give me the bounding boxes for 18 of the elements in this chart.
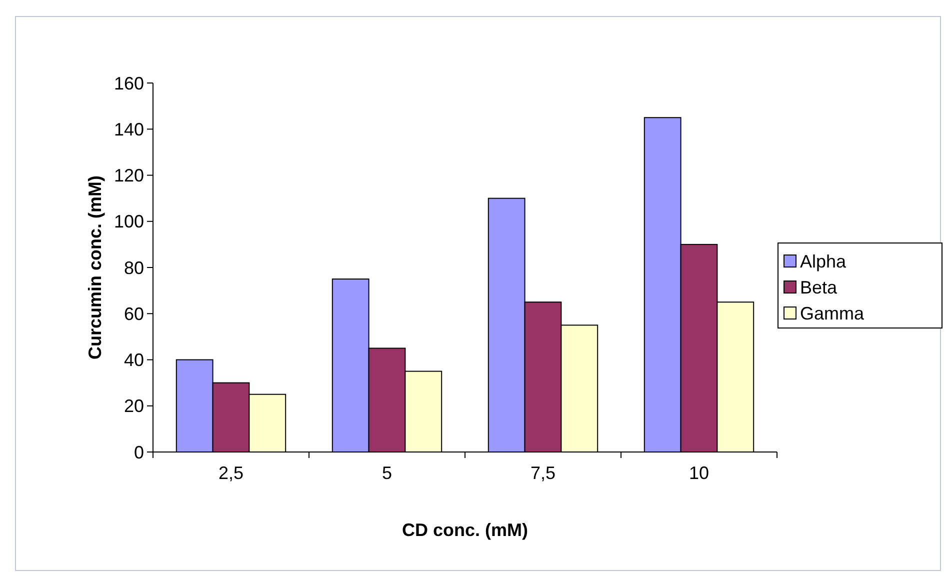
y-tick-label: 80 — [124, 258, 144, 278]
legend-label: Gamma — [800, 303, 865, 324]
y-tick-label: 140 — [114, 119, 144, 140]
y-tick-label: 60 — [124, 304, 144, 324]
x-tick-label: 5 — [382, 463, 392, 483]
y-tick-label: 160 — [114, 73, 144, 94]
legend-label: Beta — [800, 277, 838, 298]
x-tick-label: 10 — [688, 463, 710, 483]
x-axis-title: CD conc. (mM) — [402, 520, 528, 540]
y-axis-title: Curcumin conc. (mM) — [85, 175, 105, 360]
y-tick-label: 20 — [124, 396, 144, 416]
y-tick-label: 100 — [114, 212, 144, 232]
x-tick-label: 7,5 — [530, 463, 556, 483]
y-tick-label: 0 — [134, 442, 144, 462]
y-tick-label: 40 — [124, 350, 144, 370]
y-tick-label: 120 — [114, 166, 144, 186]
x-tick-label: 2,5 — [218, 463, 244, 483]
legend-label: Alpha — [800, 251, 848, 272]
